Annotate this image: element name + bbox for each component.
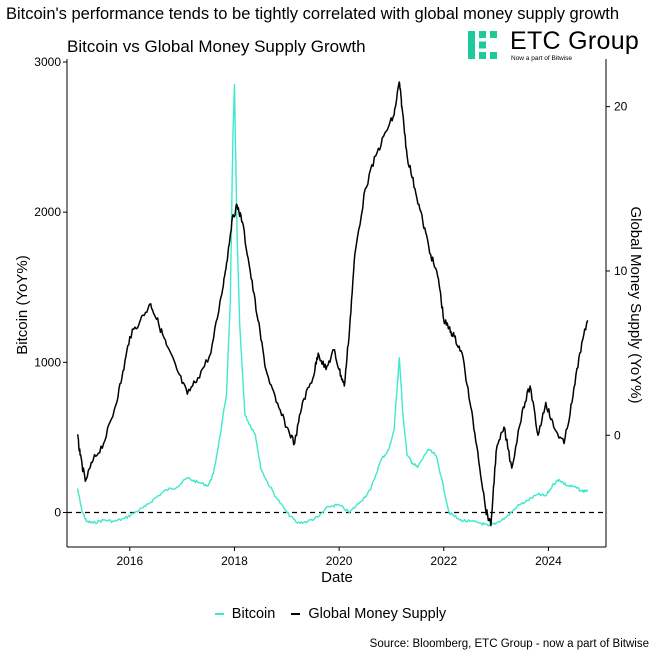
x-tick-label: 2022: [430, 554, 457, 568]
x-axis-label: Date: [321, 569, 353, 586]
brand-tagline: Now a part of Bitwise: [511, 55, 573, 62]
y-left-tick-label: 0: [54, 505, 61, 519]
headline: Bitcoin's performance tends to be tightl…: [6, 5, 620, 23]
legend: Bitcoin Global Money Supply: [0, 603, 661, 622]
y-right-tick-label: 10: [614, 264, 628, 278]
x-tick-label: 2024: [535, 554, 562, 568]
y-right-tick-label: 20: [614, 100, 628, 114]
x-tick-label: 2018: [221, 554, 248, 568]
y-axis-right-label: Global Money Supply (YoY%): [627, 206, 644, 403]
etc-group-logo-icon: [468, 31, 497, 59]
y-left-tick-label: 1000: [34, 355, 61, 369]
legend-label-money-supply: Global Money Supply: [308, 606, 447, 622]
y-left-tick-label: 3000: [34, 55, 61, 69]
x-tick-label: 2020: [326, 554, 353, 568]
y-left-tick-label: 2000: [34, 205, 61, 219]
legend-item-money-supply: Global Money Supply: [291, 606, 446, 622]
chart-title: Bitcoin vs Global Money Supply Growth: [67, 37, 366, 56]
y-axis-left-label: Bitcoin (YoY%): [14, 255, 31, 355]
series-line-money-supply: [76, 81, 589, 527]
series-line-bitcoin: [76, 83, 589, 527]
y-right-tick-label: 0: [614, 428, 621, 442]
brand-logo: ETC Group Now a part of Bitwise: [468, 27, 658, 65]
legend-item-bitcoin: Bitcoin: [214, 606, 276, 622]
legend-key-bitcoin: [214, 613, 224, 615]
legend-key-money-supply: [291, 613, 301, 615]
source-note: Source: Bloomberg, ETC Group - now a par…: [369, 638, 649, 650]
x-tick-label: 2016: [116, 554, 143, 568]
brand-name: ETC Group: [510, 27, 640, 55]
legend-label-bitcoin: Bitcoin: [231, 606, 276, 622]
